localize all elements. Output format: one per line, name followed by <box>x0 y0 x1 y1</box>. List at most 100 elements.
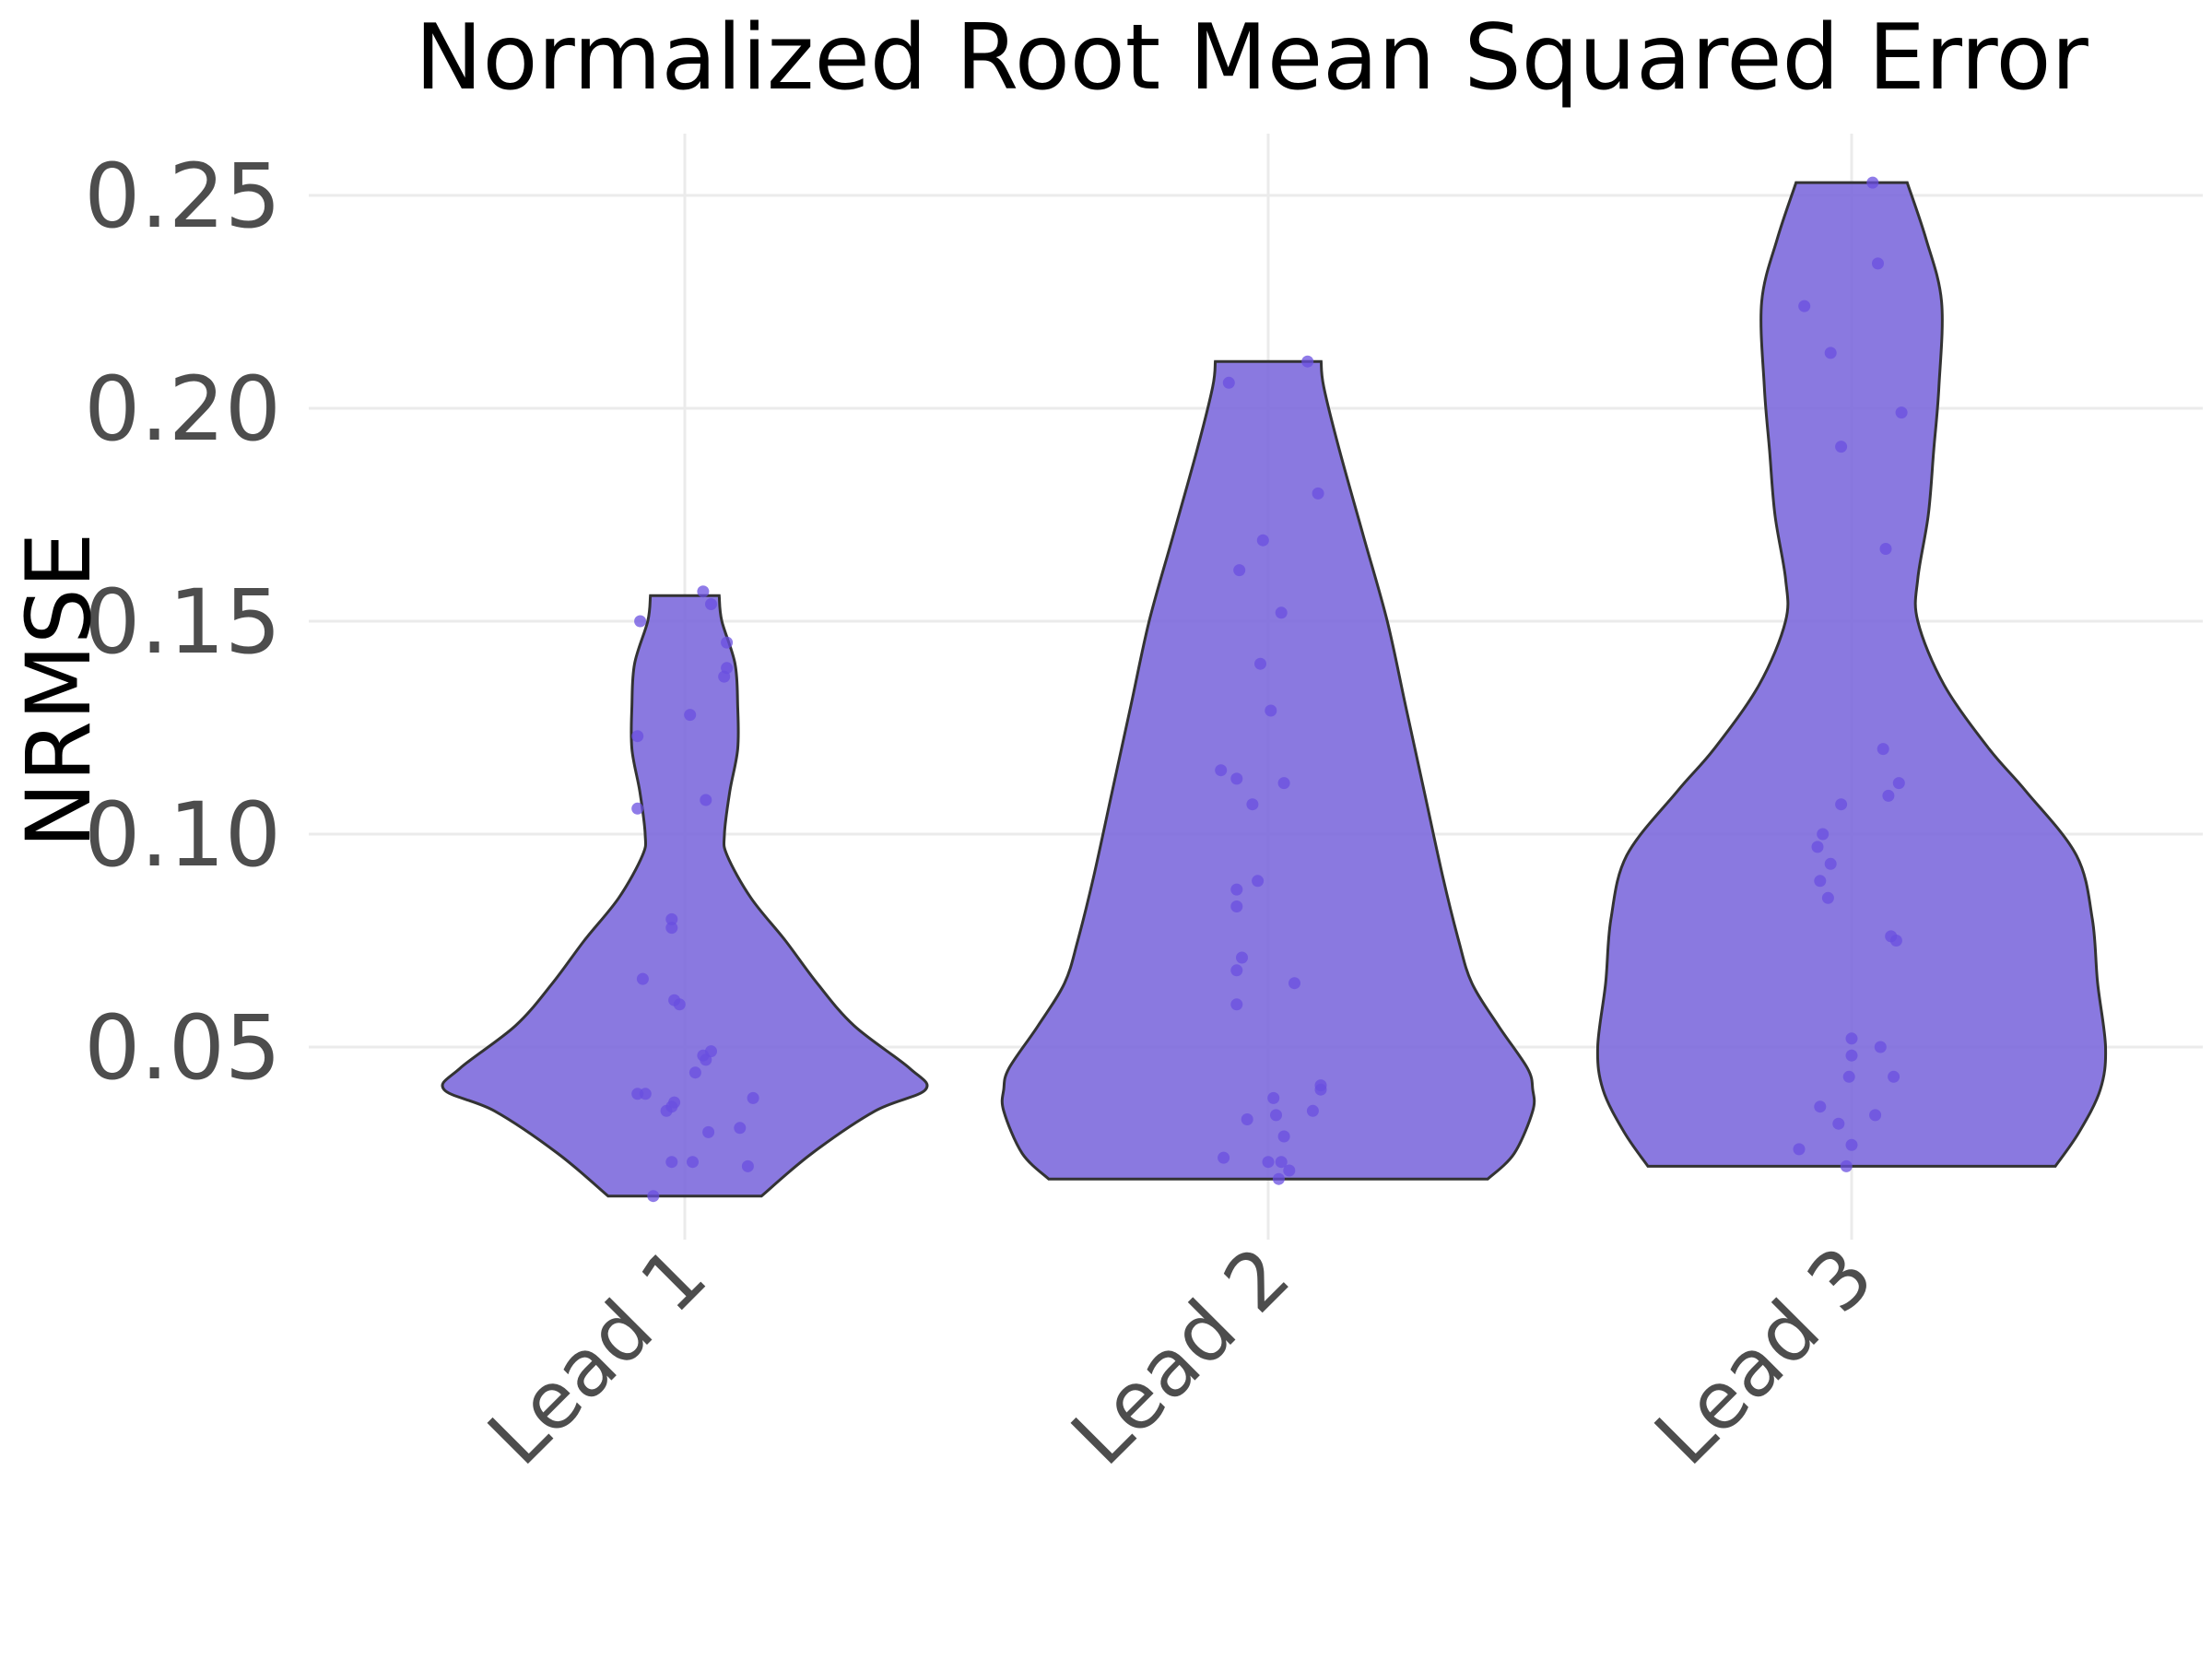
data-point <box>1877 743 1889 756</box>
data-point <box>697 585 710 598</box>
data-point <box>631 802 644 815</box>
data-point <box>1842 1070 1855 1083</box>
data-point <box>636 972 649 985</box>
data-point <box>1895 406 1908 419</box>
data-point <box>721 662 734 675</box>
data-point <box>1230 900 1243 912</box>
data-point <box>1275 606 1288 619</box>
data-point <box>700 794 712 806</box>
data-point <box>1262 1156 1275 1169</box>
data-point <box>1824 857 1837 870</box>
data-point <box>1222 376 1235 389</box>
data-point <box>1879 543 1892 555</box>
data-point <box>1233 564 1246 577</box>
data-point <box>1215 764 1228 777</box>
data-point <box>684 709 697 722</box>
data-point <box>741 1159 754 1172</box>
data-point <box>1246 798 1259 811</box>
data-point <box>1277 777 1290 790</box>
data-point <box>687 1156 699 1169</box>
data-point <box>1821 891 1834 904</box>
y-tick-label: 0.10 <box>84 783 281 887</box>
data-point <box>1306 1104 1319 1117</box>
data-point <box>1265 704 1277 717</box>
data-point <box>631 730 644 743</box>
data-point <box>1798 300 1811 312</box>
data-point <box>647 1190 660 1203</box>
data-point <box>1866 176 1879 189</box>
data-point <box>1888 1070 1900 1083</box>
data-point <box>1283 1164 1296 1177</box>
data-point <box>1252 875 1265 888</box>
data-point <box>1230 772 1243 785</box>
data-point <box>1845 1138 1858 1151</box>
data-point <box>734 1122 747 1135</box>
data-point <box>634 615 647 628</box>
data-point <box>665 1156 678 1169</box>
data-point <box>1230 883 1243 896</box>
data-point <box>668 1096 681 1109</box>
data-point <box>1288 977 1300 990</box>
data-point <box>1254 657 1266 670</box>
y-tick-label: 0.15 <box>84 571 281 674</box>
y-tick-label: 0.05 <box>84 996 281 1100</box>
data-point <box>1824 347 1837 359</box>
violins <box>441 181 2108 1198</box>
x-tick-labels: Lead 1 Lead 2 Lead 3 <box>471 1230 1891 1483</box>
data-point <box>1840 1159 1853 1172</box>
data-point <box>1236 951 1248 964</box>
data-point <box>1874 1041 1887 1053</box>
y-tick-label: 0.20 <box>84 358 281 461</box>
data-point <box>1814 875 1827 888</box>
data-point <box>1218 1151 1230 1164</box>
data-point <box>1793 1143 1806 1156</box>
data-point <box>1835 798 1848 811</box>
data-point <box>1272 1172 1285 1185</box>
data-point <box>1256 534 1269 547</box>
data-point <box>1885 930 1898 943</box>
x-tick-label: Lead 3 <box>1638 1230 1891 1483</box>
data-points <box>631 176 1908 1203</box>
data-point <box>1869 1109 1882 1122</box>
data-point <box>1270 1109 1282 1122</box>
data-point <box>1845 1049 1858 1062</box>
violin-3 <box>1595 181 2108 1168</box>
data-point <box>1882 789 1895 802</box>
data-point <box>631 1088 644 1100</box>
chart-title: Normalized Root Mean Squared Error <box>415 6 2088 111</box>
x-tick-label: Lead 2 <box>1054 1230 1308 1483</box>
data-point <box>1241 1113 1253 1125</box>
data-point <box>1835 441 1848 453</box>
data-point <box>1312 487 1324 500</box>
data-point <box>1892 777 1905 790</box>
data-point <box>1817 828 1830 841</box>
violin-1 <box>441 594 929 1198</box>
data-point <box>1230 998 1243 1011</box>
data-point <box>1872 257 1884 270</box>
y-tick-label: 0.25 <box>84 145 281 248</box>
data-point <box>688 1066 701 1079</box>
data-point <box>702 1125 715 1138</box>
data-point <box>665 912 678 925</box>
data-point <box>665 922 678 935</box>
violin-2 <box>1000 359 1536 1181</box>
data-point <box>1814 1100 1827 1113</box>
data-point <box>1267 1091 1280 1104</box>
y-tick-labels: 0.05 0.10 0.15 0.20 0.25 <box>84 145 281 1100</box>
data-point <box>747 1091 759 1104</box>
data-point <box>1275 1156 1288 1169</box>
data-point <box>1301 355 1314 368</box>
data-point <box>1845 1032 1858 1045</box>
data-point <box>705 1045 717 1058</box>
y-axis-label: NRMSE <box>7 533 111 849</box>
data-point <box>1811 841 1824 853</box>
data-point <box>668 994 681 1006</box>
data-point <box>721 636 734 649</box>
data-point <box>705 598 717 610</box>
data-point <box>1314 1079 1327 1092</box>
data-point <box>1277 1130 1290 1143</box>
data-point <box>1230 964 1243 977</box>
x-tick-label: Lead 1 <box>471 1230 724 1483</box>
data-point <box>1832 1117 1845 1130</box>
